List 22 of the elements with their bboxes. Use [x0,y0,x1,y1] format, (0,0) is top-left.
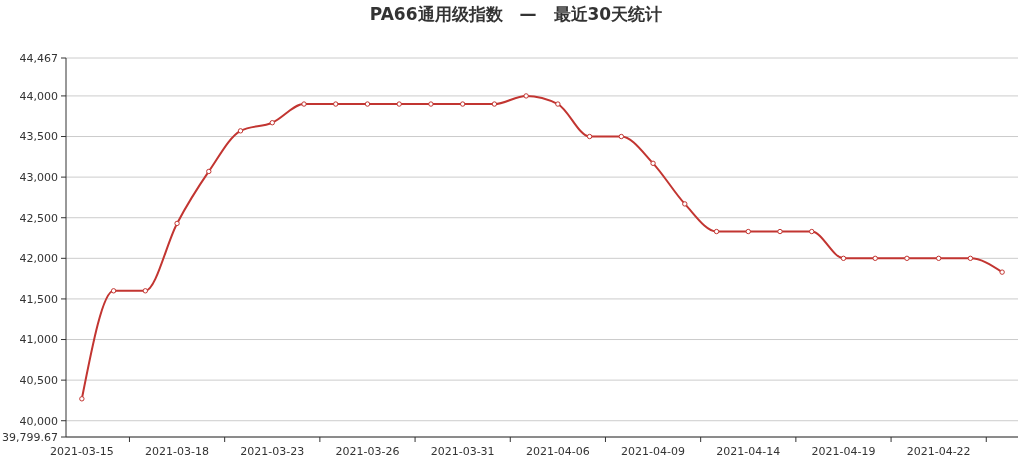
x-tick-label: 2021-04-22 [906,445,971,458]
x-tick-label: 2021-04-14 [716,445,781,458]
x-tick-label: 2021-03-31 [430,445,495,458]
y-tick-label: 40,000 [19,414,58,428]
x-tick-label: 2021-03-23 [240,445,305,458]
y-tick-label: 43,000 [19,170,58,184]
x-tick-label: 2021-03-18 [145,445,210,458]
chart-title: PA66通用级指数 — 最近30天统计 [369,4,663,24]
y-tick-label: 44,000 [19,89,58,103]
y-tick-label: 39,799.67 [2,430,58,444]
y-tick-label: 42,500 [19,211,58,225]
x-tick-label: 2021-03-26 [335,445,400,458]
x-tick-label: 2021-04-19 [811,445,876,458]
x-tick-label: 2021-04-09 [621,445,686,458]
y-tick-label: 44,467 [19,51,58,65]
x-tick-label: 2021-04-06 [525,445,590,458]
y-tick-label: 40,500 [19,373,58,387]
y-tick-label: 41,500 [19,292,58,306]
y-tick-label: 42,000 [19,252,58,266]
x-tick-label: 2021-03-15 [49,445,114,458]
y-tick-label: 43,500 [19,130,58,144]
y-tick-label: 41,000 [19,333,58,347]
